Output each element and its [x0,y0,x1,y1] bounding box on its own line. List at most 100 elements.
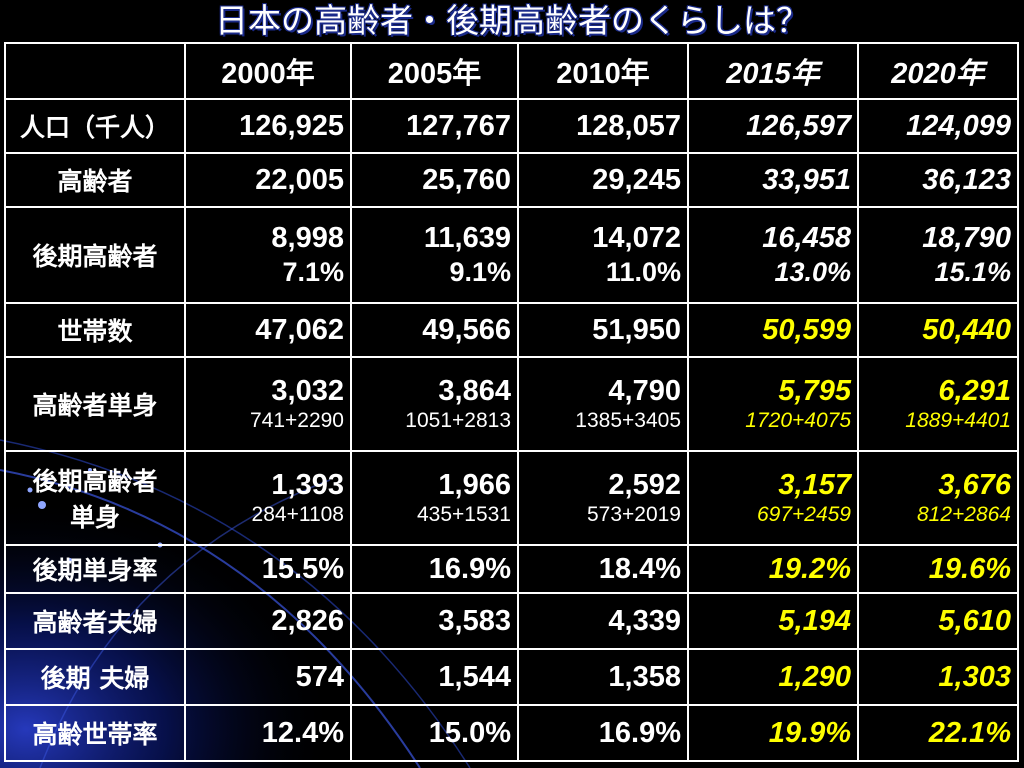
cell-value: 50,440 [922,314,1011,346]
cell-subvalue: 1720+4075 [745,409,851,432]
table-row: 後期高齢者 単身 1,393 284+1108 1,966 435+1531 2,592 57… [4,450,1019,546]
cell-value: 574 [295,661,344,693]
cell-value: 1,544 [438,661,511,693]
cell-subvalue: 9.1% [449,257,511,287]
data-cell: 19.9% [687,704,859,762]
data-cell: 19.2% [687,544,859,594]
data-cell: 49,566 [350,302,519,358]
row-label-text: 高齢者 [57,167,133,196]
data-cell: 15.5% [184,544,352,594]
row-label-text: 高齢世帯率 [32,720,158,749]
cell-value: 16,458 [762,222,851,254]
data-cell: 36,123 [857,152,1019,208]
cell-value: 3,157 [778,469,851,501]
row-label-text: 世帯数 [57,317,133,346]
data-cell: 6,291 1889+4401 [857,356,1019,452]
cell-subvalue: 435+1531 [416,503,511,526]
cell-value: 50,599 [762,314,851,346]
cell-value: 6,291 [938,375,1011,407]
cell-subvalue: 284+1108 [251,503,344,526]
cell-value: 4,790 [608,375,681,407]
data-cell: 1,966 435+1531 [350,450,519,546]
data-cell: 124,099 [857,98,1019,154]
data-cell: 1,290 [687,648,859,706]
cell-subvalue: 697+2459 [756,503,851,526]
data-cell: 19.6% [857,544,1019,594]
cell-value: 3,032 [271,375,344,407]
data-cell: 18.4% [517,544,689,594]
data-cell: 12.4% [184,704,352,762]
data-cell: 11,639 9.1% [350,206,519,304]
cell-value: 2,826 [271,605,344,637]
table-row: 高齢者夫婦 2,826 3,583 4,339 5,194 5,610 [4,592,1019,650]
table-row: 人口（千人） 126,925 127,767 128,057 126,597 124,09… [4,98,1019,154]
table-row: 後期高齢者 8,998 7.1% 11,639 9.1% 14,072 11.0% 16,45… [4,206,1019,304]
row-label-text: 後期 夫婦 [40,664,150,693]
data-cell: 1,544 [350,648,519,706]
cell-value: 1,966 [438,469,511,501]
data-cell: 3,676 812+2864 [857,450,1019,546]
year-header-2010: 2010年 [517,42,689,100]
row-label: 高齢者夫婦 [4,592,186,650]
row-label: 高齢者単身 [4,356,186,452]
cell-value: 8,998 [271,222,344,254]
data-cell: 128,057 [517,98,689,154]
row-label-text: 後期高齢者 [32,242,158,271]
cell-subvalue: 1385+3405 [575,409,681,432]
cell-subvalue: 1889+4401 [905,409,1011,432]
table-row: 後期単身率 15.5% 16.9% 18.4% 19.2% 19.6% [4,544,1019,594]
row-label: 人口（千人） [4,98,186,154]
cell-value: 3,676 [938,469,1011,501]
row-label-text: 後期単身率 [32,556,158,585]
cell-value: 127,767 [406,110,511,142]
row-label: 後期単身率 [4,544,186,594]
cell-value: 15.5% [261,553,344,585]
data-cell: 574 [184,648,352,706]
row-label: 世帯数 [4,302,186,358]
cell-subvalue: 11.0% [605,257,681,287]
cell-value: 19.6% [928,553,1011,585]
table-row: 高齢世帯率 12.4% 15.0% 16.9% 19.9% 22.1% [4,704,1019,762]
cell-subvalue: 1051+2813 [405,409,511,432]
data-cell: 33,951 [687,152,859,208]
cell-value: 16.9% [428,553,511,585]
data-cell: 16.9% [350,544,519,594]
data-cell: 1,393 284+1108 [184,450,352,546]
cell-value: 12.4% [261,717,344,749]
data-cell: 16,458 13.0% [687,206,859,304]
table-row: 高齢者 22,005 25,760 29,245 33,951 36,123 [4,152,1019,208]
data-cell: 5,795 1720+4075 [687,356,859,452]
year-header-2015: 2015年 [687,42,859,100]
cell-value: 11,639 [423,222,511,254]
row-label: 高齢世帯率 [4,704,186,762]
cell-value: 1,358 [608,661,681,693]
cell-value: 3,583 [438,605,511,637]
cell-subvalue: 7.1% [282,257,344,287]
data-cell: 3,864 1051+2813 [350,356,519,452]
cell-value: 49,566 [422,314,511,346]
cell-value: 22.1% [928,717,1011,749]
cell-value: 1,303 [938,661,1011,693]
data-cell: 126,597 [687,98,859,154]
table-row: 世帯数 47,062 49,566 51,950 50,599 50,440 [4,302,1019,358]
cell-value: 126,925 [239,110,344,142]
data-cell: 50,440 [857,302,1019,358]
cell-value: 18,790 [922,222,1011,254]
cell-value: 36,123 [922,164,1011,196]
data-cell: 22,005 [184,152,352,208]
data-cell: 2,826 [184,592,352,650]
cell-value: 16.9% [598,717,681,749]
cell-value: 5,795 [778,375,851,407]
data-cell: 15.0% [350,704,519,762]
cell-value: 4,339 [608,605,681,637]
header-row: 2000年 2005年 2010年 2015年 2020年 [4,42,1019,100]
data-cell: 29,245 [517,152,689,208]
cell-subvalue: 15.1% [934,257,1011,287]
data-cell: 2,592 573+2019 [517,450,689,546]
cell-value: 5,610 [938,605,1011,637]
cell-value: 22,005 [255,164,344,196]
row-label-text-line2: 単身 [69,503,120,532]
data-cell: 14,072 11.0% [517,206,689,304]
page-title: 日本の高齢者・後期高齢者のくらしは？ [215,1,809,40]
data-cell: 5,610 [857,592,1019,650]
